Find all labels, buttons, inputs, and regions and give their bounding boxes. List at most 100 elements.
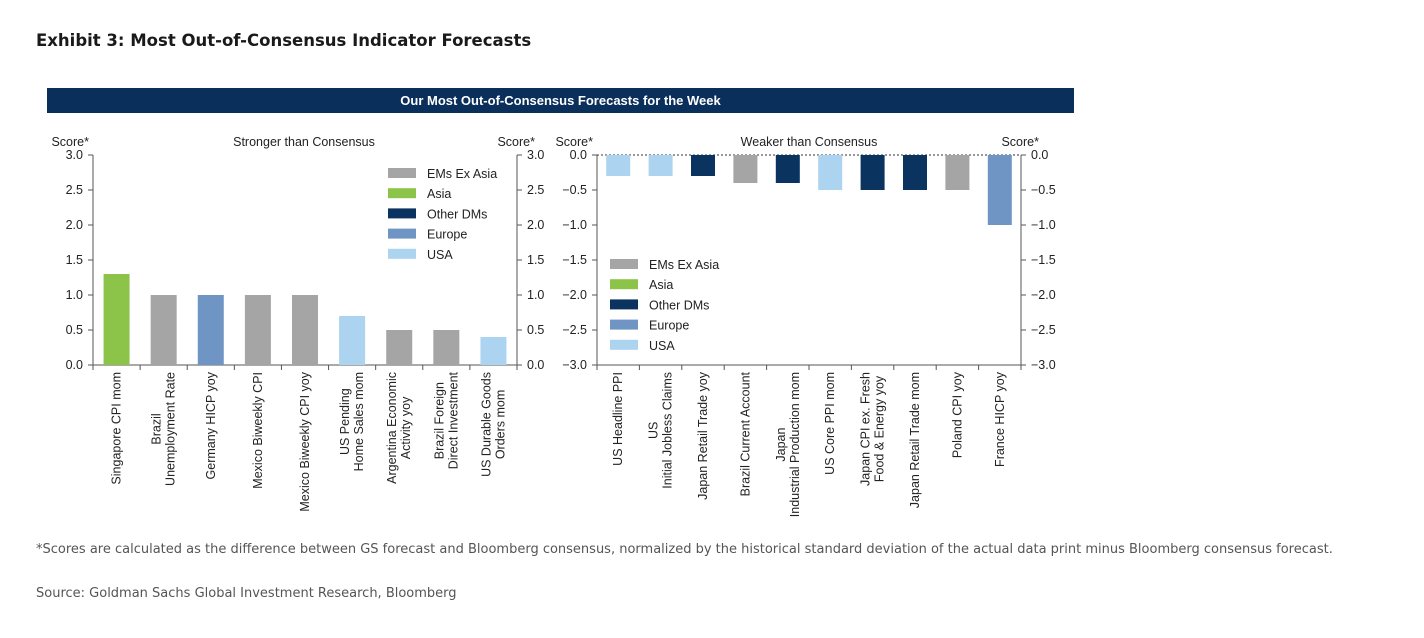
footnote: *Scores are calculated as the difference… [36, 542, 1333, 557]
y-tick-label-right: 0.0 [1031, 148, 1048, 162]
y-tick-label-left: −0.5 [562, 183, 587, 197]
bar-other-dms [691, 155, 715, 176]
bar-ems-ex-asia [433, 330, 460, 365]
y-tick-label-right: −2.5 [1031, 323, 1056, 337]
y-axis-title-left: Score* [51, 135, 89, 149]
x-category-label: Initial Jobless Claims [661, 372, 675, 489]
bar-usa [606, 155, 631, 176]
y-tick-label-left: 0.0 [570, 148, 587, 162]
bar-europe [987, 155, 1012, 225]
y-tick-label-left: 1.0 [66, 288, 83, 302]
legend-swatch-other-dms [610, 299, 638, 310]
x-category-label: Brazil [150, 413, 164, 444]
legend-swatch-usa [610, 339, 638, 350]
x-category-label: Poland CPI yoy [950, 371, 964, 458]
y-tick-label-left: −1.0 [562, 218, 587, 232]
x-category-label: US Core PPI mom [823, 372, 837, 475]
bar-europe [197, 295, 224, 365]
x-category-label: Japan Retail Trade yoy [696, 371, 710, 500]
bar-usa [818, 155, 843, 190]
x-category-label: Orders mom [493, 390, 507, 459]
y-axis-title-left: Score* [555, 135, 593, 149]
bar-ems-ex-asia [244, 295, 271, 365]
legend-label: EMs Ex Asia [427, 167, 497, 181]
x-category-label: France HICP yoy [993, 371, 1007, 467]
y-tick-label-left: 0.5 [66, 323, 83, 337]
bar-other-dms [860, 155, 885, 190]
chart-banner: Our Most Out-of-Consensus Forecasts for … [47, 88, 1074, 113]
y-tick-label-right: −3.0 [1031, 358, 1056, 372]
legend-label: Asia [649, 278, 673, 292]
x-category-label: Japan Retail Trade mom [908, 372, 922, 508]
bar-usa [339, 316, 366, 365]
y-tick-label-left: 1.5 [66, 253, 83, 267]
bar-ems-ex-asia [945, 155, 970, 190]
bar-usa [648, 155, 673, 176]
bar-other-dms [903, 155, 927, 190]
y-tick-label-right: −1.5 [1031, 253, 1056, 267]
legend-label: Europe [427, 228, 467, 242]
legend-label: Other DMs [649, 298, 709, 312]
chart-title: Stronger than Consensus [233, 135, 375, 149]
y-tick-label-left: 0.0 [66, 358, 83, 372]
legend-label: Other DMs [427, 207, 487, 221]
legend-swatch-ems-ex-asia [610, 259, 638, 269]
y-tick-label-right: −1.0 [1031, 218, 1056, 232]
bar-other-dms [775, 155, 800, 183]
y-tick-label-left: −2.5 [562, 323, 587, 337]
x-category-label: US Durable Goods [479, 372, 493, 477]
x-category-label: Japan CPI ex. Fresh [859, 372, 873, 486]
chart-title: Weaker than Consensus [741, 135, 878, 149]
x-category-label: Mexico Biweekly CPI yoy [298, 371, 312, 511]
legend-swatch-asia [610, 279, 638, 290]
y-tick-label-right: 1.5 [527, 253, 544, 267]
y-tick-label-right: 3.0 [527, 148, 544, 162]
y-tick-label-left: −1.5 [562, 253, 587, 267]
x-category-label: Mexico Biweekly CPI [251, 372, 265, 489]
bar-ems-ex-asia [733, 155, 758, 183]
y-tick-label-right: 0.5 [527, 323, 544, 337]
legend-label: USA [649, 339, 675, 353]
source-note: Source: Goldman Sachs Global Investment … [36, 586, 457, 601]
legend-swatch-ems-ex-asia [388, 168, 416, 178]
x-category-label: Food & Energy yoy [873, 375, 887, 482]
y-tick-label-right: −0.5 [1031, 183, 1056, 197]
exhibit-title: Exhibit 3: Most Out-of-Consensus Indicat… [36, 31, 532, 50]
y-tick-label-right: 1.0 [527, 288, 544, 302]
legend-swatch-europe [388, 228, 416, 239]
y-tick-label-left: −2.0 [562, 288, 587, 302]
bar-usa [480, 337, 507, 365]
x-category-label: Germany HICP yoy [204, 371, 218, 479]
y-tick-label-right: 0.0 [527, 358, 544, 372]
y-tick-label-right: 2.0 [527, 218, 544, 232]
x-category-label: US [647, 422, 661, 439]
bar-ems-ex-asia [150, 295, 177, 365]
y-tick-label-left: −3.0 [562, 358, 587, 372]
y-axis-title-right: Score* [497, 135, 535, 149]
legend-swatch-europe [610, 319, 638, 330]
x-category-label: Industrial Production mom [788, 372, 802, 517]
x-category-label: US Headline PPI [611, 372, 625, 466]
legend-label: EMs Ex Asia [649, 258, 719, 272]
legend-label: USA [427, 248, 453, 262]
x-category-label: Direct Investment [446, 371, 460, 469]
legend-swatch-other-dms [388, 208, 416, 219]
legend-label: Asia [427, 187, 451, 201]
bar-ems-ex-asia [292, 295, 318, 365]
legend-swatch-asia [388, 188, 416, 199]
bar-asia [103, 274, 130, 365]
x-category-label: Singapore CPI mom [110, 372, 124, 485]
x-category-label: Activity yoy [399, 396, 413, 459]
y-tick-label-left: 3.0 [66, 148, 83, 162]
legend-label: Europe [649, 319, 689, 333]
y-tick-label-right: 2.5 [527, 183, 544, 197]
y-tick-label-right: −2.0 [1031, 288, 1056, 302]
x-category-label: Argentina Economic [385, 372, 399, 484]
x-category-label: Japan [774, 428, 788, 462]
x-category-label: Home Sales mom [352, 372, 366, 471]
y-tick-label-left: 2.5 [66, 183, 83, 197]
y-axis-title-right: Score* [1001, 135, 1039, 149]
legend-swatch-usa [388, 248, 416, 259]
x-category-label: Brazil Current Account [738, 371, 752, 496]
